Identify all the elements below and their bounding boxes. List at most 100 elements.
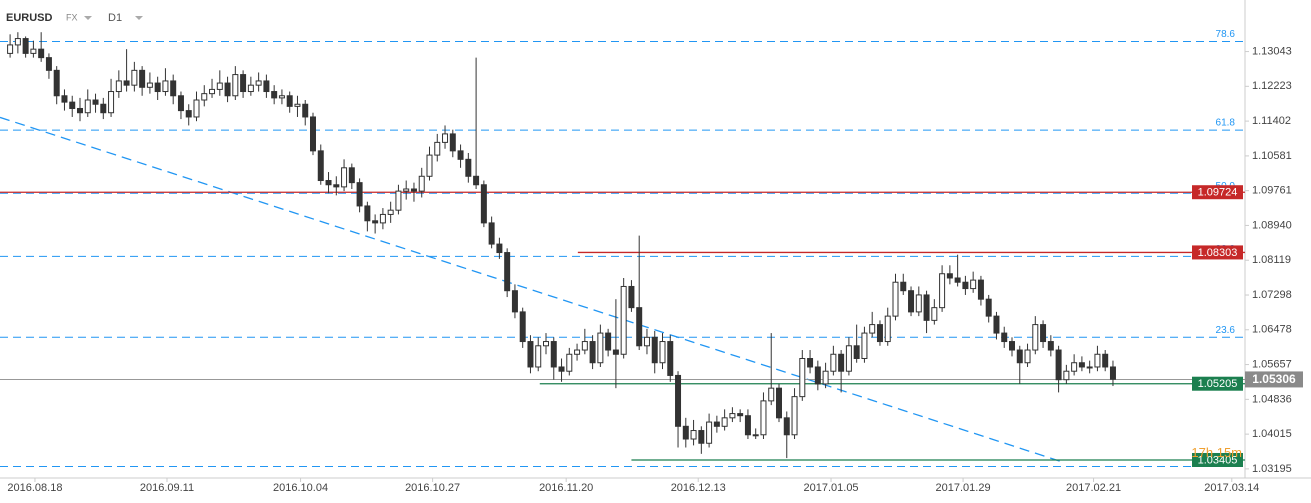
x-tick-label: 2017.01.29 [936,482,991,494]
candle-body [690,430,697,440]
candle-body [177,95,184,112]
y-tick-label: 1.08119 [1252,254,1291,266]
candle-body [1063,370,1070,381]
candle-body [566,353,573,372]
x-tick-label: 2016.10.27 [405,482,460,494]
candle-body [993,315,1000,334]
candle-body [278,95,285,99]
candle-body [123,80,130,86]
candle-body [232,74,239,97]
candle-body [535,345,542,368]
candle-body [977,279,984,300]
candle-body [752,434,759,437]
candle-body [263,80,270,93]
candle-body [558,366,565,372]
candle-body [286,95,293,107]
current-price-label: 1.05306 [1252,372,1296,386]
candle-body [876,324,883,343]
candle-body [442,133,449,143]
candle-body [884,315,891,343]
candle-body [115,80,122,93]
level-label-box [1192,376,1243,391]
candle-body [713,421,720,427]
candle-body [317,150,324,182]
y-tick-label: 1.13043 [1252,45,1292,57]
candle-body [38,48,45,59]
trend-line [0,116,1066,464]
countdown: 17h 15m [1191,445,1242,460]
candle-body [247,84,254,93]
y-tick-label: 1.05657 [1252,358,1292,370]
candle-body [519,311,526,343]
candle-body [185,110,192,118]
candle-body [597,332,604,364]
candle-body [861,332,868,359]
candle-body [30,48,37,54]
candle-body [1032,324,1039,351]
candle-body [527,341,534,368]
candle-body [224,82,231,97]
candle-body [954,277,961,283]
candle-body [706,421,713,444]
candle-body [294,103,301,107]
level-label-box [1192,452,1243,467]
candle-body [574,349,581,355]
y-tick-label: 1.10581 [1252,150,1292,162]
candle-body [309,116,316,152]
current-price-box [1245,371,1303,388]
candle-body [356,182,363,207]
candle-body [807,358,814,368]
candle-body [651,336,658,364]
x-tick-label: 2017.02.21 [1066,482,1121,494]
dropdown-icon[interactable] [84,16,92,20]
candle-body [372,220,379,224]
candle-body [620,285,627,355]
candle-body [1040,324,1047,343]
candle-body [853,345,860,359]
candle-body [1016,349,1023,364]
candle-body [170,80,177,97]
candle-body [931,307,938,321]
candle-body [511,290,518,313]
level-label-box [1192,245,1243,260]
candle-body [271,91,278,99]
fib-label: 23.6 [1216,325,1236,336]
candle-body [768,387,775,402]
candle-body [364,205,371,222]
y-tick-label: 1.11402 [1252,115,1291,127]
y-tick-label: 1.07298 [1252,289,1292,301]
x-tick-label: 2016.10.04 [273,482,328,494]
candle-body [348,167,355,184]
candle-body [84,99,91,114]
candle-body [814,366,821,385]
candle-body [962,281,969,290]
candle-body [325,180,332,186]
candle-body [985,298,992,317]
candle-body [45,57,52,71]
candle-body [1102,353,1109,368]
x-tick-label: 2016.08.18 [7,482,62,494]
candle-body [1024,349,1031,364]
candle-body [216,82,223,90]
candle-body [341,167,348,188]
level-label: 1.08303 [1198,247,1238,259]
candle-body [760,400,767,436]
candle-body [923,294,930,321]
candle-body [1001,332,1008,343]
level-label-box [1192,185,1243,200]
candle-body [387,209,394,215]
candle-body [775,387,782,419]
candle-body [612,349,619,355]
dropdown-icon[interactable] [135,16,143,20]
candle-body [636,307,643,347]
candle-body [791,396,798,436]
fib-label: 78.6 [1216,29,1236,40]
candle-body [581,341,588,351]
candle-body [76,107,83,114]
candle-body [729,413,736,419]
candle-body [449,133,456,152]
timeframe: D1 [108,12,122,24]
level-label: 1.05205 [1198,378,1238,390]
y-tick-label: 1.06478 [1252,324,1292,336]
candle-body [240,74,247,93]
